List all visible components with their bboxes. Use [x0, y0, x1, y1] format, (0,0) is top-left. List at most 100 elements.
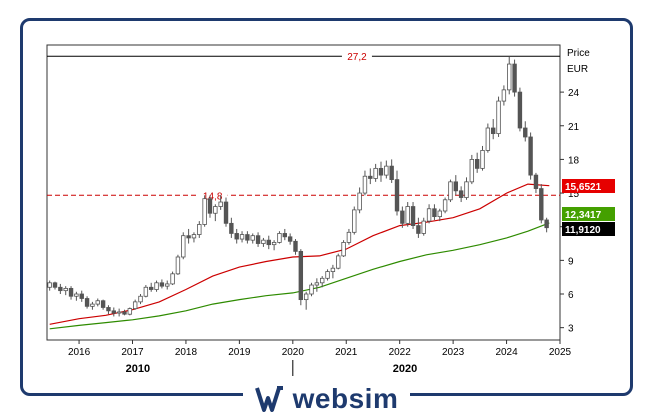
candle-body — [282, 233, 287, 238]
x-tick-label: 2020 — [282, 347, 305, 358]
candle-body — [357, 192, 362, 211]
candle-body — [245, 234, 250, 241]
brand-name: websim — [292, 383, 399, 414]
x-tick-label: 2016 — [68, 347, 91, 358]
plot-area — [46, 44, 561, 341]
candle-body — [271, 242, 277, 246]
candle-body — [512, 63, 517, 93]
candle-body — [218, 201, 223, 207]
candle-body — [368, 175, 373, 179]
candle-body — [143, 286, 149, 297]
candle-body — [47, 282, 52, 288]
candle-body — [469, 159, 475, 183]
y-tick-label: 18 — [568, 155, 580, 166]
candle-body — [491, 127, 496, 135]
candle-body — [400, 210, 405, 224]
candle-body — [330, 267, 336, 272]
candle-body — [496, 100, 501, 135]
candle-body — [384, 165, 389, 176]
candle-body — [336, 255, 341, 269]
candle-body — [197, 224, 202, 235]
candle-body — [416, 225, 421, 234]
y-tick-label: 3 — [568, 324, 574, 335]
brand-logo: websim — [0, 379, 653, 419]
candle-body — [352, 209, 357, 233]
candle-body — [239, 234, 245, 240]
candle-body — [517, 91, 523, 129]
candle-body — [63, 288, 68, 292]
x-tick-label: 2025 — [549, 347, 572, 358]
candle-body — [442, 199, 448, 212]
candle-body — [458, 190, 464, 198]
value-badge-label: 11,9120 — [565, 225, 601, 236]
y-tick-label: 21 — [568, 122, 580, 133]
candle-body — [453, 181, 458, 192]
reference-label-bg — [341, 49, 372, 63]
candle-body — [175, 256, 181, 275]
plot-border — [46, 44, 561, 341]
candle-body — [405, 206, 410, 224]
value-badge-label: 15,6521 — [565, 182, 602, 193]
y-tick-label: 6 — [568, 290, 574, 301]
ma-long-line — [49, 222, 550, 330]
candle-body — [68, 288, 74, 297]
y-tick-label: 24 — [568, 88, 580, 99]
candle-body — [266, 239, 271, 246]
candle-body — [234, 233, 239, 240]
candle-body — [213, 206, 218, 214]
candle-body — [314, 282, 320, 286]
candle-body — [544, 219, 549, 229]
candle-body — [191, 234, 197, 239]
candle-body — [485, 127, 491, 151]
candle-body — [277, 233, 282, 243]
candle-body — [309, 284, 314, 295]
candle-body — [474, 159, 480, 169]
y-tick-label: 15 — [568, 189, 580, 200]
candle-body — [165, 283, 170, 287]
candle-body — [79, 293, 84, 299]
candle-body — [170, 273, 175, 285]
candle-body — [437, 210, 442, 218]
candle-body — [207, 198, 213, 214]
candle-body — [432, 208, 437, 218]
value-badge — [562, 207, 615, 221]
candle-body — [261, 239, 266, 244]
candle-body — [116, 311, 122, 314]
candle-body — [346, 231, 352, 243]
candle-body — [320, 277, 325, 284]
candle-body — [426, 208, 432, 222]
x-tick-label: 2022 — [389, 347, 412, 358]
candle-body — [106, 307, 111, 312]
candle-body — [250, 235, 255, 241]
candle-body — [84, 298, 90, 307]
x-tick-label: 2023 — [442, 347, 465, 358]
candle-body — [362, 175, 368, 194]
candle-body — [501, 89, 507, 102]
candle-body — [74, 293, 79, 297]
candle-body — [122, 311, 127, 315]
candle-body — [149, 286, 154, 290]
value-badge-label: 12,3417 — [565, 210, 602, 221]
candle-body — [229, 222, 234, 234]
candle-body — [528, 136, 533, 176]
candle-body — [202, 198, 207, 225]
candle-body — [293, 240, 298, 252]
decade-label: 2010 — [126, 363, 150, 375]
candle-body — [464, 181, 469, 198]
candle-body — [52, 282, 58, 288]
reference-label-bg — [197, 188, 228, 202]
candle-body — [95, 300, 100, 305]
candle-body — [111, 310, 116, 314]
candle-body — [90, 303, 95, 307]
websim-mark-icon — [254, 386, 283, 412]
candle-body — [303, 293, 309, 301]
candle-body — [255, 235, 261, 244]
candle-body — [186, 235, 191, 239]
decade-label: 2020 — [393, 363, 417, 375]
y-axis-unit: EUR — [567, 64, 588, 75]
value-badge — [562, 179, 615, 193]
candle-body — [341, 242, 346, 257]
candle-body — [533, 174, 539, 189]
candle-body — [127, 308, 133, 315]
y-tick-label: 9 — [568, 256, 574, 267]
